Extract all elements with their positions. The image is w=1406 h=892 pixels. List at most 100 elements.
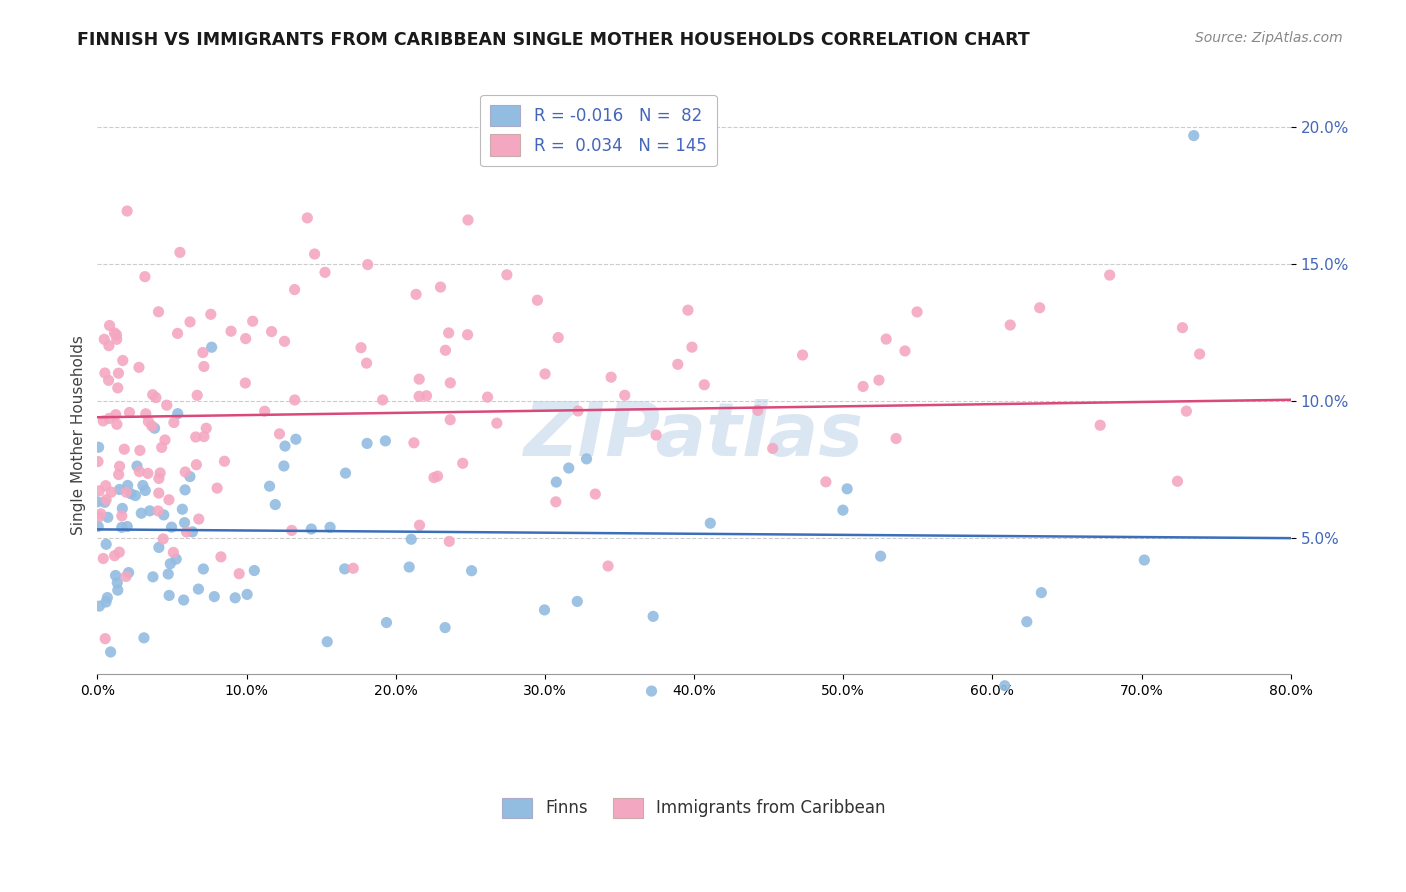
Point bbox=[273, 334, 295, 349]
Point bbox=[94, 478, 117, 492]
Point bbox=[149, 466, 172, 480]
Point bbox=[205, 481, 228, 495]
Point bbox=[356, 356, 378, 370]
Point bbox=[117, 478, 139, 492]
Point bbox=[145, 391, 167, 405]
Point bbox=[547, 330, 569, 344]
Point bbox=[138, 415, 160, 429]
Point bbox=[150, 441, 173, 455]
Text: ZIPatlas: ZIPatlas bbox=[524, 399, 865, 472]
Point bbox=[408, 389, 430, 403]
Point bbox=[111, 501, 134, 516]
Point bbox=[399, 533, 422, 547]
Point bbox=[264, 498, 287, 512]
Point bbox=[172, 502, 194, 516]
Point bbox=[96, 537, 118, 551]
Point bbox=[142, 570, 165, 584]
Point bbox=[93, 495, 115, 509]
Point bbox=[224, 591, 246, 605]
Point bbox=[357, 258, 380, 272]
Point bbox=[333, 562, 356, 576]
Point bbox=[94, 595, 117, 609]
Point bbox=[567, 594, 589, 608]
Point bbox=[115, 519, 138, 533]
Point bbox=[128, 443, 150, 458]
Point bbox=[596, 559, 619, 574]
Point bbox=[94, 632, 117, 646]
Point bbox=[546, 475, 568, 489]
Point bbox=[894, 343, 917, 358]
Point bbox=[869, 549, 891, 564]
Point bbox=[193, 562, 215, 576]
Point bbox=[460, 564, 482, 578]
Point bbox=[852, 379, 875, 393]
Text: Source: ZipAtlas.com: Source: ZipAtlas.com bbox=[1195, 31, 1343, 45]
Point bbox=[187, 582, 209, 596]
Point bbox=[666, 357, 689, 371]
Point bbox=[179, 469, 201, 483]
Point bbox=[98, 318, 121, 333]
Point bbox=[439, 376, 461, 390]
Point bbox=[104, 568, 127, 582]
Point bbox=[108, 545, 131, 559]
Point bbox=[371, 392, 394, 407]
Point bbox=[132, 631, 155, 645]
Point bbox=[423, 470, 446, 484]
Point bbox=[173, 516, 195, 530]
Point bbox=[200, 307, 222, 321]
Point bbox=[457, 213, 479, 227]
Point bbox=[280, 524, 302, 538]
Point bbox=[415, 389, 437, 403]
Point bbox=[837, 482, 859, 496]
Point bbox=[143, 421, 166, 435]
Point bbox=[209, 549, 232, 564]
Point bbox=[186, 388, 208, 402]
Point bbox=[350, 341, 373, 355]
Point bbox=[202, 590, 225, 604]
Point bbox=[135, 407, 157, 421]
Point bbox=[1031, 585, 1053, 599]
Point bbox=[129, 506, 152, 520]
Point bbox=[193, 359, 215, 374]
Point bbox=[284, 432, 307, 446]
Point bbox=[274, 439, 297, 453]
Point bbox=[104, 408, 127, 422]
Point bbox=[108, 459, 131, 474]
Point bbox=[98, 411, 121, 425]
Point bbox=[905, 305, 928, 319]
Point bbox=[314, 265, 336, 279]
Point bbox=[112, 442, 135, 457]
Point bbox=[233, 376, 256, 390]
Point bbox=[832, 503, 855, 517]
Point bbox=[139, 504, 162, 518]
Point bbox=[100, 485, 122, 500]
Point bbox=[304, 247, 326, 261]
Point bbox=[141, 419, 163, 434]
Point bbox=[434, 621, 457, 635]
Point bbox=[148, 305, 170, 319]
Point bbox=[496, 268, 519, 282]
Point bbox=[169, 245, 191, 260]
Point bbox=[134, 483, 156, 498]
Point bbox=[235, 332, 257, 346]
Point bbox=[105, 575, 128, 590]
Point bbox=[214, 454, 236, 468]
Point bbox=[613, 388, 636, 402]
Point bbox=[1088, 418, 1111, 433]
Point bbox=[128, 465, 150, 479]
Point bbox=[319, 520, 342, 534]
Point bbox=[136, 467, 159, 481]
Point bbox=[405, 287, 427, 301]
Point bbox=[125, 458, 148, 473]
Point bbox=[645, 428, 668, 442]
Point bbox=[115, 485, 138, 500]
Point bbox=[166, 326, 188, 341]
Point bbox=[166, 407, 188, 421]
Point bbox=[434, 343, 457, 358]
Point bbox=[157, 566, 180, 581]
Point bbox=[402, 435, 425, 450]
Point bbox=[259, 479, 281, 493]
Point bbox=[97, 510, 120, 524]
Legend: Finns, Immigrants from Caribbean: Finns, Immigrants from Caribbean bbox=[495, 791, 893, 824]
Point bbox=[159, 557, 181, 571]
